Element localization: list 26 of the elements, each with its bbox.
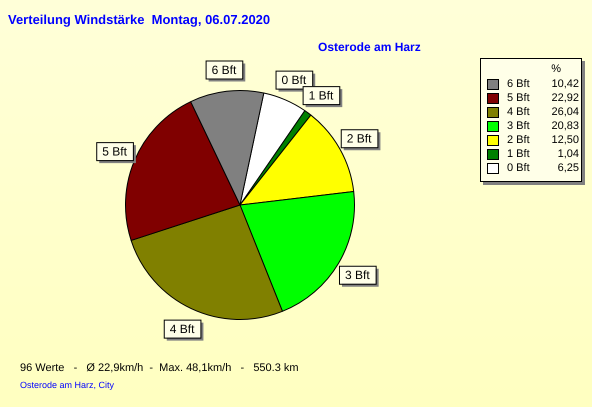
legend-label: 5 Bft xyxy=(507,92,531,104)
legend-label: 1 Bft xyxy=(507,148,531,160)
data-label: 6,25 xyxy=(556,162,579,174)
chart-subtitle: Osterode am Harz xyxy=(318,40,421,54)
legend-label: 4 Bft xyxy=(507,106,531,118)
chart-title: Verteilung Windstärke Montag, 06.07.2020 xyxy=(8,12,270,27)
data-label: 12,50 xyxy=(550,134,579,146)
data-label: 22,92 xyxy=(550,92,579,104)
data-label: 26,04 xyxy=(550,106,579,118)
legend-title: % xyxy=(550,63,562,75)
slice-label: 0 Bft xyxy=(282,72,307,87)
legend-label: 0 Bft xyxy=(507,162,531,174)
legend-label: 2 Bft xyxy=(507,134,531,146)
data-label: 1,04 xyxy=(556,148,579,160)
slice-label: 4 Bft xyxy=(170,322,196,336)
slice-label: 3 Bft xyxy=(344,268,370,282)
legend-label: 3 Bft xyxy=(507,120,531,132)
slice-label: 1 Bft xyxy=(308,88,334,102)
slice-label: 6 Bft xyxy=(212,62,237,77)
legend-label: 6 Bft xyxy=(507,78,531,90)
data-label: 10,42 xyxy=(550,78,579,90)
data-label: 20,83 xyxy=(550,120,579,132)
slice-label: 2 Bft xyxy=(346,132,372,146)
text: 96 Werte - Ø 22,9km/h - Max. 48,1km/h - 550.3 km xyxy=(20,362,299,374)
text: Osterode am Harz, City xyxy=(20,380,114,390)
slice-label: 5 Bft xyxy=(102,144,128,158)
